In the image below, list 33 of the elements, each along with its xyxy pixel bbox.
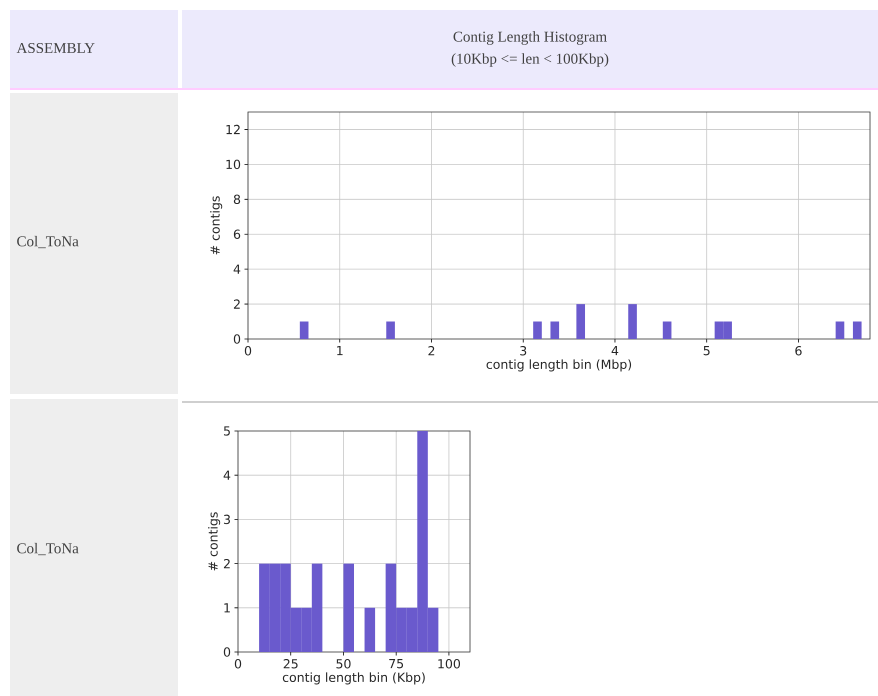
y-tick-label: 2 [224, 558, 230, 568]
x-tick-label: 2 [428, 346, 434, 356]
x-axis-title: contig length bin (Mbp) [486, 359, 632, 372]
y-tick-label: 6 [234, 229, 240, 239]
text: Col_ToNa [17, 236, 79, 248]
y-tick-label: 4 [224, 470, 230, 480]
x-tick-label: 100 [438, 659, 460, 668]
x-tick-label: 4 [612, 346, 618, 356]
y-axis-title: # contigs [210, 196, 222, 254]
y-tick-label: 10 [226, 160, 240, 170]
text: ASSEMBLY [16, 42, 95, 54]
y-tick-label: 12 [226, 124, 240, 134]
y-tick-label: 1 [224, 603, 230, 612]
y-tick-label: 4 [234, 264, 240, 274]
y-tick-label: 2 [234, 299, 240, 309]
chart-subtitle: (10Kbp <= len < 100Kbp) [452, 53, 608, 67]
y-tick-label: 0 [234, 334, 240, 344]
x-tick-label: 0 [244, 346, 252, 356]
y-tick-label: 0 [224, 647, 230, 657]
x-axis-title: contig length bin (Kbp) [282, 672, 425, 684]
y-tick-label: 5 [224, 426, 230, 436]
x-tick-label: 5 [704, 346, 710, 356]
x-tick-label: 1 [337, 346, 343, 356]
y-tick-label: 8 [234, 194, 240, 204]
x-tick-label: 50 [336, 659, 351, 668]
text: Col_ToNa [17, 542, 79, 556]
y-tick-label: 3 [224, 514, 230, 524]
x-tick-label: 75 [389, 659, 404, 668]
x-tick-label: 25 [284, 659, 298, 668]
y-axis-title: # contigs [208, 512, 220, 570]
x-tick-label: 3 [520, 346, 526, 356]
x-tick-label: 6 [795, 346, 802, 356]
chart-title: Contig Length Histogram [454, 31, 607, 45]
